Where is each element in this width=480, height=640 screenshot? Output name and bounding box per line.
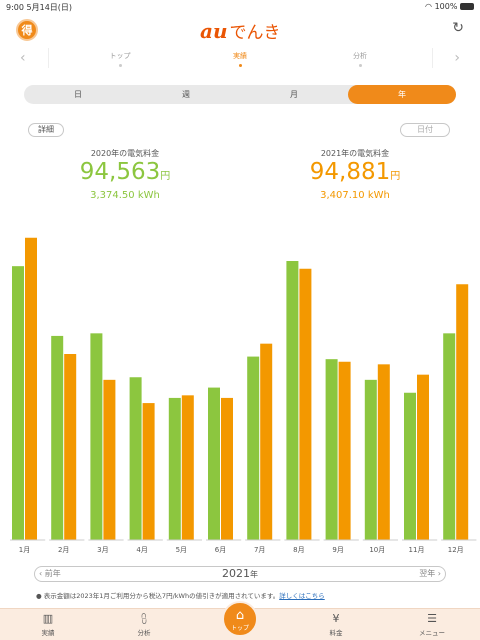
summary-kwh: 3,407.10 kWh — [320, 190, 390, 201]
x-tick-label: 4月 — [136, 546, 147, 554]
detail-button[interactable]: 詳細 — [28, 123, 64, 137]
bar-prev-year[interactable] — [325, 359, 338, 540]
bar-current-year[interactable] — [338, 361, 351, 540]
x-tick-label: 7月 — [254, 546, 265, 554]
tab-analysis[interactable]: ⩉ 分析 — [114, 612, 174, 638]
summary-label: 2021年の電気料金 — [320, 149, 390, 158]
bar-current-year[interactable] — [103, 379, 116, 540]
page-indicator: ‹ トップ 実績 分析 › — [0, 48, 480, 72]
period-tab-month[interactable]: 月 — [290, 90, 298, 99]
divider — [48, 48, 49, 68]
bar-prev-year[interactable] — [129, 377, 142, 540]
bar-prev-year[interactable] — [404, 392, 416, 540]
period-tab-year[interactable]: 年 — [348, 85, 456, 104]
analysis-icon: ⩉ — [141, 612, 147, 625]
x-tick-label: 2月 — [58, 546, 69, 554]
chevron-right-icon[interactable]: › — [454, 50, 460, 66]
monthly-bar-chart: 1月 2月 3月 4月 5月 6月 7月 8月 9月 10月 11月 12月 — [10, 237, 477, 554]
bar-chart-icon: ▥ — [42, 612, 54, 625]
bullet: ● — [36, 592, 44, 600]
bar-current-year[interactable] — [221, 397, 233, 540]
bar-current-year[interactable] — [260, 343, 273, 540]
summary-2020: 2020年の電気料金 94,563円 3,374.50 kWh — [60, 148, 190, 201]
x-tick-label: 6月 — [215, 546, 226, 554]
x-tick-label: 9月 — [332, 546, 343, 554]
summary-label: 2020年の電気料金 — [90, 149, 160, 158]
x-tick-label: 11月 — [409, 546, 425, 554]
pager-item-analysis[interactable]: 分析 — [340, 51, 380, 67]
bar-prev-year[interactable] — [364, 379, 377, 540]
x-tick-label: 10月 — [369, 546, 385, 554]
year-navigator: ‹ 前年 2021年 翌年 › — [34, 566, 446, 582]
bar-prev-year[interactable] — [168, 397, 181, 540]
pager-item-top[interactable]: トップ — [100, 51, 140, 67]
x-tick-label: 8月 — [293, 546, 304, 554]
bar-current-year[interactable] — [377, 364, 390, 540]
date-button[interactable]: 日付 — [400, 123, 450, 137]
summary-2021: 2021年の電気料金 94,881円 3,407.10 kWh — [290, 148, 420, 201]
au-denki-logo: au でんき — [200, 19, 281, 43]
bar-prev-year[interactable] — [12, 266, 24, 540]
tab-menu[interactable]: ☰ メニュー — [402, 612, 462, 638]
next-year-button[interactable]: 翌年 › — [419, 569, 441, 578]
summary-amount: 94,881円 — [309, 159, 401, 185]
tab-top[interactable]: ⌂ トップ — [222, 601, 258, 637]
bar-prev-year[interactable] — [286, 261, 299, 540]
bar-current-year[interactable] — [142, 403, 155, 540]
pager-item-results[interactable]: 実績 — [220, 51, 260, 67]
x-tick-label: 12月 — [448, 546, 464, 554]
bar-prev-year[interactable] — [247, 356, 260, 540]
bar-current-year[interactable] — [417, 374, 429, 540]
period-tab-week[interactable]: 週 — [182, 90, 190, 99]
yen-icon: ¥ — [332, 612, 340, 625]
deal-badge-button[interactable]: 得 — [16, 19, 38, 41]
period-segmented-control: 日 週 月 年 — [24, 85, 456, 104]
bar-prev-year[interactable] — [443, 333, 456, 540]
bar-current-year[interactable] — [181, 395, 194, 540]
status-right: ◠ 100% — [425, 2, 474, 11]
discount-note: ● 表示金額は2023年1月ご利用分から税込7円/kWhの値引きが適用されていま… — [36, 592, 325, 600]
app-header: 得 au でんき ↻ — [0, 14, 480, 44]
reload-icon[interactable]: ↻ — [452, 20, 464, 36]
bar-current-year[interactable] — [64, 354, 77, 540]
tab-results[interactable]: ▥ 実績 — [18, 612, 78, 638]
x-tick-label: 3月 — [97, 546, 108, 554]
bar-prev-year[interactable] — [90, 333, 103, 540]
menu-icon: ☰ — [427, 612, 437, 625]
period-tab-day[interactable]: 日 — [74, 90, 82, 99]
current-year: 2021年 — [222, 567, 258, 580]
divider — [432, 48, 433, 68]
summary-kwh: 3,374.50 kWh — [90, 190, 160, 201]
details-link[interactable]: 詳しくはこちら — [279, 592, 325, 600]
status-time: 9:00 5月14日(日) — [6, 3, 73, 12]
battery-icon — [460, 3, 474, 10]
bar-prev-year[interactable] — [208, 387, 220, 540]
battery-level: 100% — [434, 2, 458, 11]
bar-current-year[interactable] — [299, 268, 312, 540]
bar-prev-year[interactable] — [51, 335, 64, 540]
summary-amount: 94,563円 — [79, 159, 171, 185]
x-tick-label: 1月 — [19, 546, 30, 554]
bar-current-year[interactable] — [456, 284, 469, 540]
bar-current-year[interactable] — [25, 237, 37, 540]
home-icon: ⌂ — [235, 608, 245, 623]
x-tick-label: 5月 — [176, 546, 187, 554]
tab-fee[interactable]: ¥ 料金 — [306, 612, 366, 638]
wifi-icon: ◠ — [425, 2, 433, 11]
prev-year-button[interactable]: ‹ 前年 — [39, 569, 61, 578]
chevron-left-icon[interactable]: ‹ — [20, 50, 26, 66]
status-bar: 9:00 5月14日(日) ◠ 100% — [0, 0, 480, 14]
